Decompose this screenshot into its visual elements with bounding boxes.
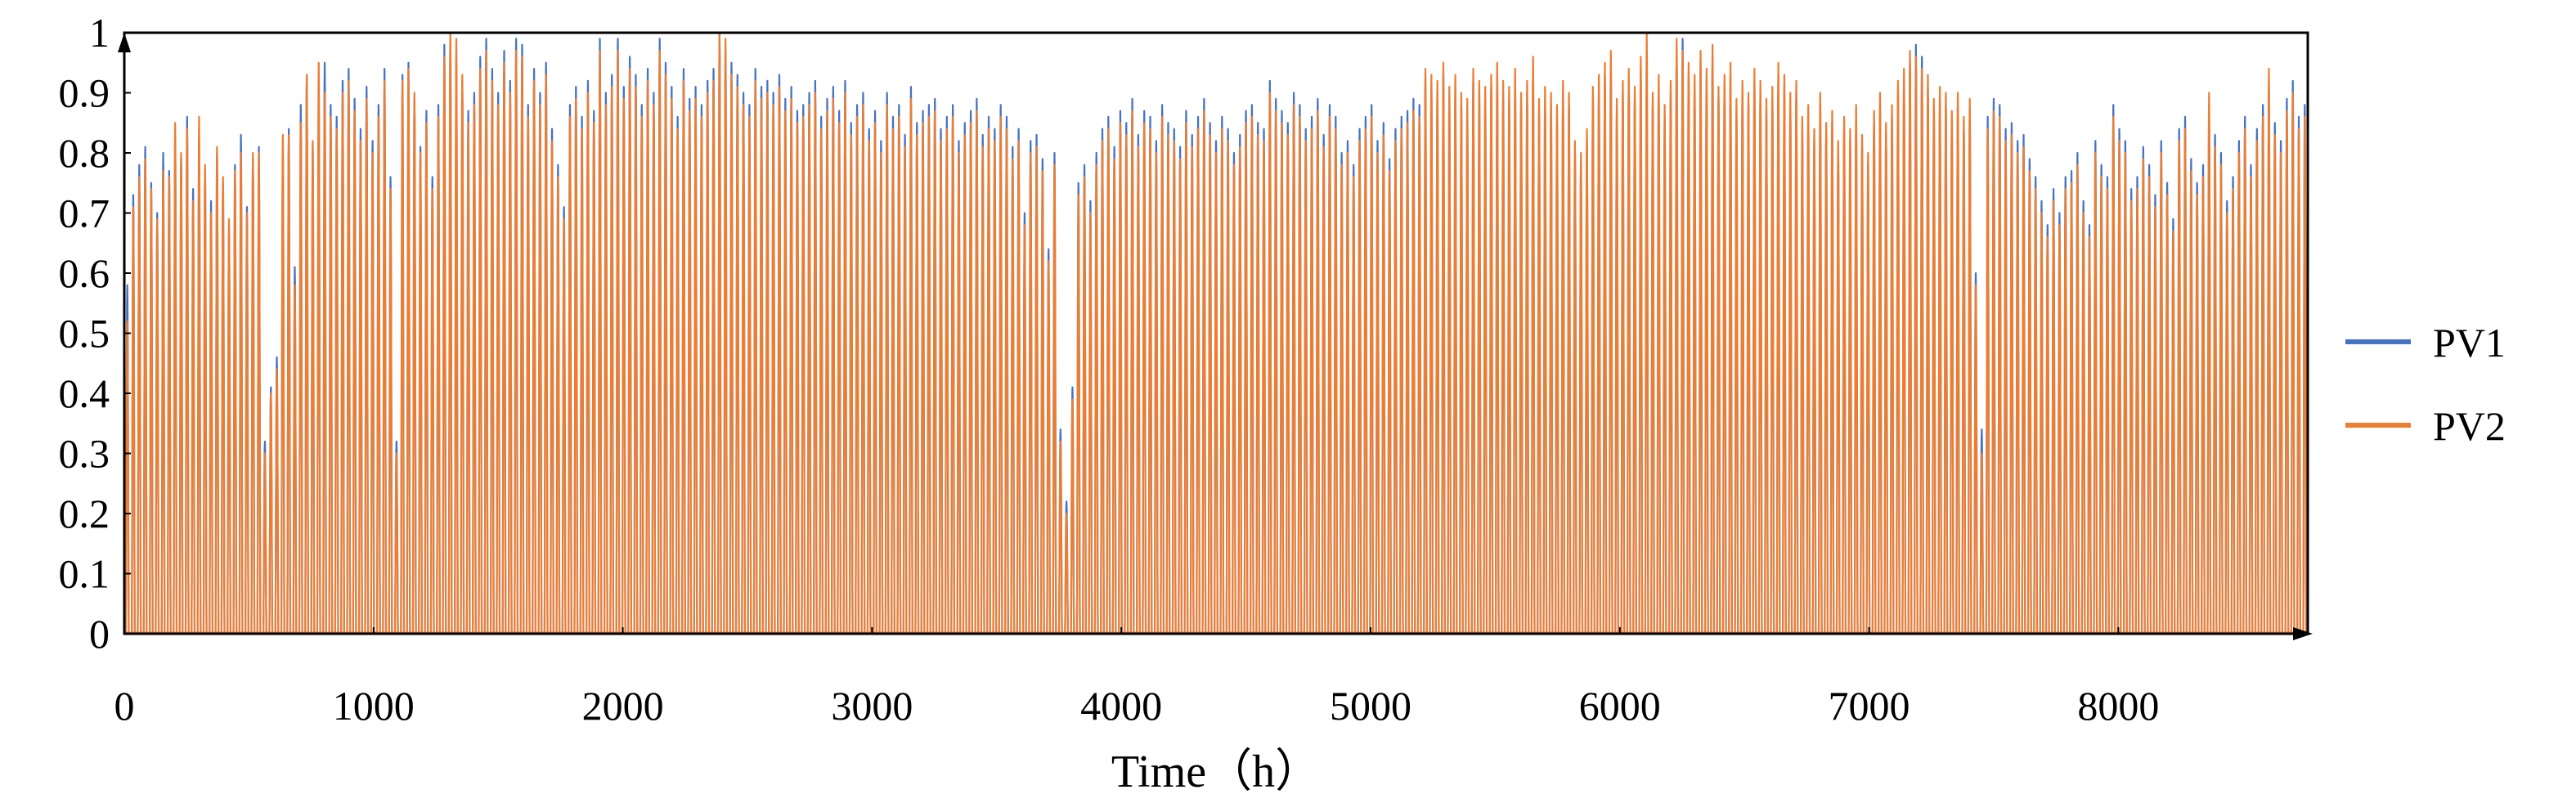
y-tick-label: 0.1 [59, 551, 110, 597]
y-tick-label: 1 [89, 10, 110, 56]
y-tick-label: 0.9 [59, 70, 110, 116]
x-tick-label: 1000 [333, 683, 415, 729]
y-axis-arrow [118, 33, 131, 52]
x-tick-label: 7000 [1829, 683, 1910, 729]
x-tick-label: 4000 [1080, 683, 1162, 729]
x-tick-label: 2000 [582, 683, 664, 729]
y-tick-label: 0.8 [59, 130, 110, 176]
y-tick-label: 0.4 [59, 370, 110, 416]
y-tick-label: 0.6 [59, 250, 110, 296]
series-line-pv2 [124, 33, 2308, 634]
x-tick-label: 0 [114, 683, 135, 729]
y-tick-label: 0.7 [59, 191, 110, 236]
x-axis-arrow [2293, 627, 2313, 640]
y-tick-label: 0.2 [59, 491, 110, 536]
y-tick-label: 0.5 [59, 311, 110, 357]
x-tick-label: 8000 [2077, 683, 2159, 729]
x-axis-title: Time（h） [1111, 747, 1321, 797]
legend-label-pv1: PV1 [2433, 320, 2506, 366]
x-tick-label: 6000 [1579, 683, 1661, 729]
legend-label-pv2: PV2 [2433, 403, 2506, 449]
y-tick-label: 0.3 [59, 431, 110, 477]
x-axis: 0 1000 2000 3000 4000 5000 6000 7000 8000 [114, 627, 2159, 729]
x-tick-label: 3000 [831, 683, 913, 729]
legend: PV1 PV2 [2345, 320, 2506, 449]
y-axis: 0 0.1 0.2 0.3 0.4 0.5 0.6 0.7 0.8 0.9 1 [59, 10, 131, 657]
y-tick-label: 0 [89, 611, 110, 657]
x-tick-label: 5000 [1330, 683, 1411, 729]
